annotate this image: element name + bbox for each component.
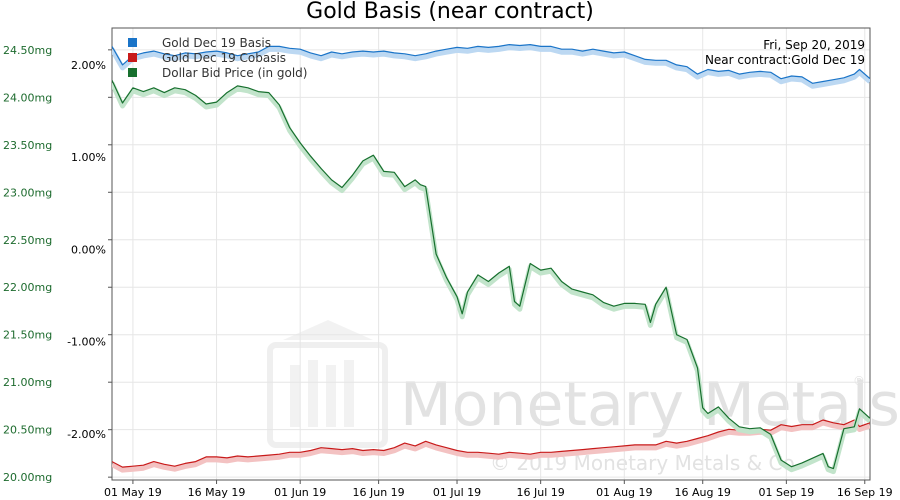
left-tick-label: 20.50mg — [3, 424, 52, 437]
plot-frame — [111, 27, 871, 481]
left-tick-label: 23.00mg — [3, 186, 52, 199]
left-tick-label: 23.50mg — [3, 139, 52, 152]
x-tick-label: 01 Jul 19 — [433, 486, 481, 499]
percent-tick-label: 1.00% — [71, 151, 106, 164]
x-axis: 01 May 19 16 May 19 01 Jun 19 16 Jun 19 01 J… — [104, 480, 893, 499]
x-tick-label: 01 Aug 19 — [596, 486, 652, 499]
percent-tick-label: -1.00% — [67, 336, 106, 349]
chart-title: Gold Basis (near contract) — [306, 0, 594, 24]
watermark-registered: ® — [853, 374, 865, 388]
left-tick-label: 24.00mg — [3, 91, 52, 104]
percent-tick-label: 0.00% — [71, 243, 106, 256]
legend-label: Gold Dec 19 Basis — [162, 36, 271, 50]
series-0 — [112, 43, 870, 89]
series-shadow-line — [112, 82, 870, 475]
x-tick-label: 16 Jul 19 — [517, 486, 565, 499]
x-tick-label: 01 Jun 19 — [274, 486, 326, 499]
percent-tick-label: 2.00% — [71, 59, 106, 72]
series-line — [112, 79, 870, 470]
left-tick-label: 22.50mg — [3, 234, 52, 247]
left-tick-label: 22.00mg — [3, 281, 52, 294]
x-tick-label: 01 Sep 19 — [758, 486, 814, 499]
series-layer — [112, 43, 870, 475]
info-contract: Near contract:Gold Dec 19 — [705, 53, 865, 67]
legend-label: Gold Dec 19 Cobasis — [162, 51, 286, 65]
x-tick-label: 16 May 19 — [188, 486, 246, 499]
left-tick-label: 24.50mg — [3, 44, 52, 57]
x-tick-label: 01 May 19 — [104, 486, 162, 499]
series-shadow-line — [112, 45, 870, 89]
legend-swatch — [128, 38, 137, 47]
series-line — [112, 43, 870, 84]
left-tick-label: 20.00mg — [3, 471, 52, 484]
left-tick-label: 21.00mg — [3, 376, 52, 389]
x-tick-label: 16 Sep 19 — [837, 486, 893, 499]
x-tick-label: 16 Aug 19 — [674, 486, 730, 499]
series-2 — [112, 79, 870, 475]
left-axis: 24.50mg 24.00mg 23.50mg 23.00mg 22.50mg 22.00… — [3, 44, 112, 484]
percent-tick-label: -2.00% — [67, 428, 106, 441]
legend-swatch — [128, 68, 137, 77]
left-tick-label: 21.50mg — [3, 329, 52, 342]
legend-label: Dollar Bid Price (in gold) — [162, 66, 307, 80]
x-tick-label: 16 Jun 19 — [353, 486, 405, 499]
legend-swatch — [128, 53, 137, 62]
info-date: Fri, Sep 20, 2019 — [763, 38, 865, 52]
right-axis: 2.00% 1.00% 0.00% -1.00% -2.00% — [67, 59, 106, 441]
